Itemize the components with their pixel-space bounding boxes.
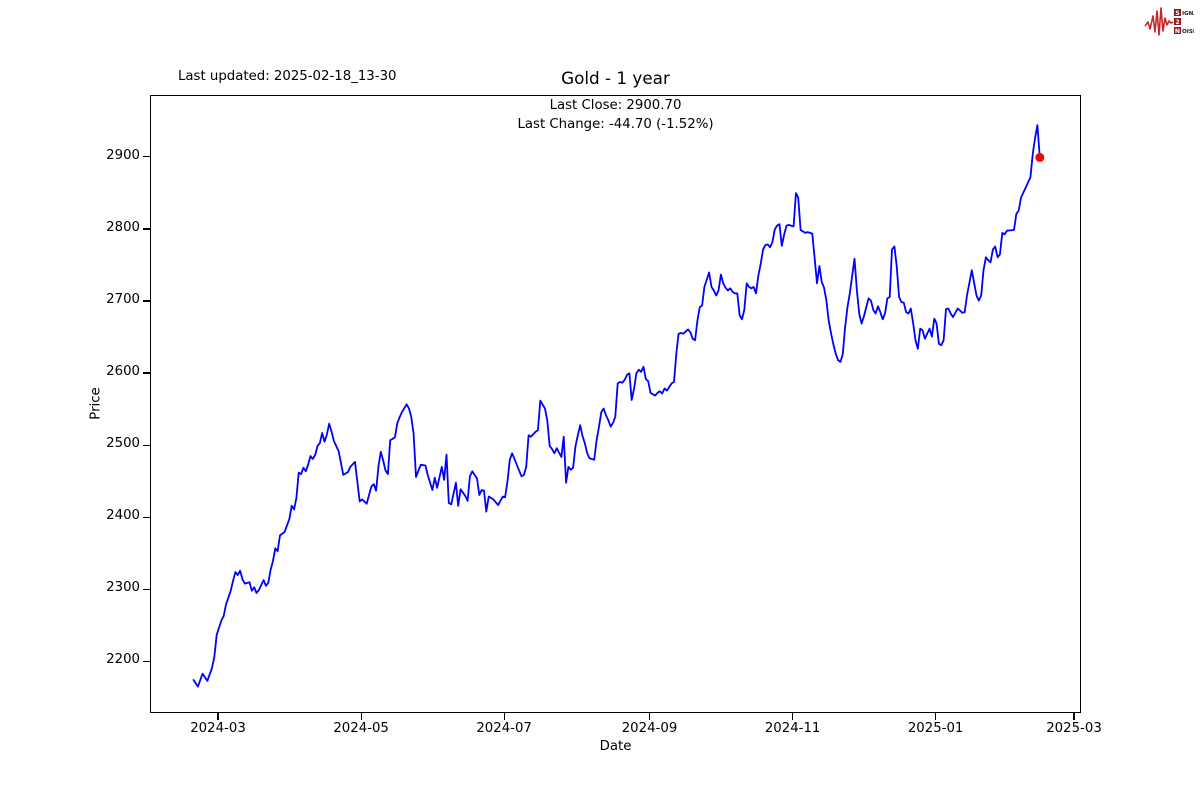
x-tick-label: 2024-09 <box>621 721 678 736</box>
y-tick-mark <box>143 228 150 230</box>
x-tick-label: 2024-07 <box>476 721 532 736</box>
x-tick-label: 2025-01 <box>907 721 964 736</box>
x-tick-mark <box>935 713 937 720</box>
logo-2-box <box>1174 18 1181 25</box>
last-change-text: Last Change: -44.70 (-1.52%) <box>517 117 714 132</box>
x-tick-label: 2024-03 <box>190 721 246 736</box>
y-tick-mark <box>143 156 150 158</box>
logo-n-box <box>1174 27 1181 34</box>
y-tick-label: 2900 <box>106 147 140 163</box>
y-tick-label: 2400 <box>106 508 140 524</box>
x-tick-mark <box>360 713 362 720</box>
y-tick-mark <box>143 300 150 302</box>
y-tick-mark <box>143 516 150 518</box>
x-tick-label: 2024-11 <box>764 721 821 736</box>
x-axis-label: Date <box>599 739 632 754</box>
x-tick-mark <box>1073 713 1075 720</box>
logo-s-box <box>1174 9 1181 16</box>
y-tick-label: 2800 <box>106 220 140 235</box>
chart-title: Gold - 1 year <box>561 68 670 88</box>
x-tick-label: 2025-03 <box>1046 721 1102 736</box>
plot-area <box>150 95 1081 713</box>
logo-n-letter: N <box>1175 28 1180 35</box>
logo-2-digit: 2 <box>1175 19 1179 26</box>
y-axis-label: Price <box>88 387 104 420</box>
price-line <box>192 124 1041 688</box>
last-price-marker <box>1035 152 1045 162</box>
price-line-plot <box>192 124 1045 688</box>
y-tick-label: 2200 <box>106 652 140 668</box>
y-tick-mark <box>143 588 150 590</box>
x-tick-mark <box>648 713 651 720</box>
last-close-text: Last Close: 2900.70 <box>549 98 682 113</box>
signal2noise-logo: S IGNAL 2 N OISE <box>1144 7 1194 36</box>
logo-word-noise: OISE <box>1182 29 1194 35</box>
logo-waveform-icon <box>1144 7 1174 36</box>
y-tick-mark <box>143 372 150 374</box>
x-tick-mark <box>503 713 505 720</box>
logo-s-letter: S <box>1175 10 1179 17</box>
x-tick-label: 2024-05 <box>333 721 389 736</box>
y-tick-label: 2300 <box>106 580 140 596</box>
x-tick-mark <box>217 713 219 720</box>
last-updated-text: Last updated: 2025-02-18_13-30 <box>178 69 397 84</box>
x-tick-mark <box>792 713 794 720</box>
y-tick-mark <box>143 660 150 662</box>
y-tick-label: 2700 <box>106 292 140 307</box>
y-tick-mark <box>143 444 150 446</box>
logo-word-signal: IGNAL <box>1182 11 1194 17</box>
